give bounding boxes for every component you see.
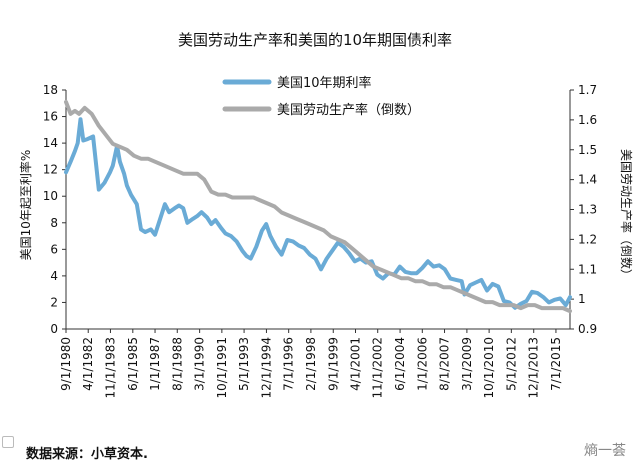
y-right-tick-label: 1.2 — [578, 232, 597, 246]
y-left-tick-label: 16 — [43, 110, 58, 124]
y-right-tick-label: 1.7 — [578, 83, 597, 97]
y-left-tick-label: 18 — [43, 83, 58, 97]
y-right-tick-label: 1.3 — [578, 203, 597, 217]
x-tick-label: 7/1/1996 — [282, 337, 296, 391]
series-layer — [64, 100, 572, 314]
x-tick-label: 8/1/1988 — [170, 337, 184, 391]
x-tick-label: 11/1/1983 — [103, 337, 117, 399]
chart-title: 美国劳动生产率和美国的10年期国债利率 — [178, 31, 452, 49]
legend-label-1: 美国劳动生产率（倒数） — [277, 102, 420, 118]
series-line-0 — [64, 117, 572, 310]
x-tick-label: 4/1/2001 — [348, 337, 362, 391]
x-tick-label: 12/1/2013 — [527, 337, 541, 399]
legend-label-0: 美国10年期利率 — [277, 75, 372, 91]
x-tick-label: 1/1/2006 — [415, 337, 429, 391]
x-tick-label: 12/1/1994 — [259, 337, 273, 399]
y-left-tick-label: 10 — [43, 189, 58, 203]
x-tick-label: 8/1/2007 — [438, 337, 452, 391]
axes: 0 2 4 6 8 10 12 14 16 18 0.9 1 1.1 1.2 1.3 1.4 1.5 1.6 1.7… — [43, 83, 597, 399]
x-tick-label: 7/1/2015 — [549, 337, 563, 391]
series-line-1 — [64, 100, 572, 314]
x-tick-label: 6/1/2004 — [393, 337, 407, 391]
x-tick-label: 10/1/1991 — [215, 337, 229, 399]
y-left-tick-label: 0 — [50, 322, 58, 336]
y-left-tick-label: 12 — [43, 163, 58, 177]
x-tick-label: 3/1/1990 — [193, 337, 207, 391]
y-left-tick-label: 2 — [50, 295, 58, 309]
watermark-badge-icon — [2, 436, 14, 448]
x-tick-label: 1/1/1987 — [148, 337, 162, 391]
y-left-tick-label: 4 — [50, 269, 58, 283]
x-tick-label: 11/1/2002 — [371, 337, 385, 399]
y-right-tick-label: 1.1 — [578, 262, 597, 276]
x-tick-label: 10/1/2010 — [482, 337, 496, 399]
y-right-tick-label: 0.9 — [578, 322, 597, 336]
x-tick-label: 6/1/1985 — [126, 337, 140, 391]
y-left-tick-label: 6 — [50, 242, 58, 256]
x-tick-label: 3/1/2009 — [460, 337, 474, 391]
y-left-tick-label: 8 — [50, 216, 58, 230]
y-right-tick-label: 1.4 — [578, 173, 597, 187]
x-tick-label: 5/1/2012 — [504, 337, 518, 391]
y-axis-right-label: 美国劳动生产率（倒数） — [619, 149, 634, 281]
y-right-tick-label: 1.6 — [578, 113, 597, 127]
x-tick-label: 2/1/1998 — [304, 337, 318, 391]
watermark-text: 熵一荟 — [584, 443, 626, 459]
x-tick-label: 5/1/1993 — [237, 337, 251, 391]
y-right-tick-label: 1.5 — [578, 143, 597, 157]
x-tick-label: 9/1/1999 — [326, 337, 340, 391]
x-tick-label: 9/1/1980 — [59, 337, 73, 391]
source-note: 数据来源：小草资本. — [26, 447, 148, 462]
y-axis-left-label: 美国10年起至利率% — [18, 150, 33, 261]
y-left-tick-label: 14 — [43, 136, 58, 150]
x-tick-label: 4/1/1982 — [81, 337, 95, 391]
y-right-tick-label: 1 — [578, 292, 586, 306]
